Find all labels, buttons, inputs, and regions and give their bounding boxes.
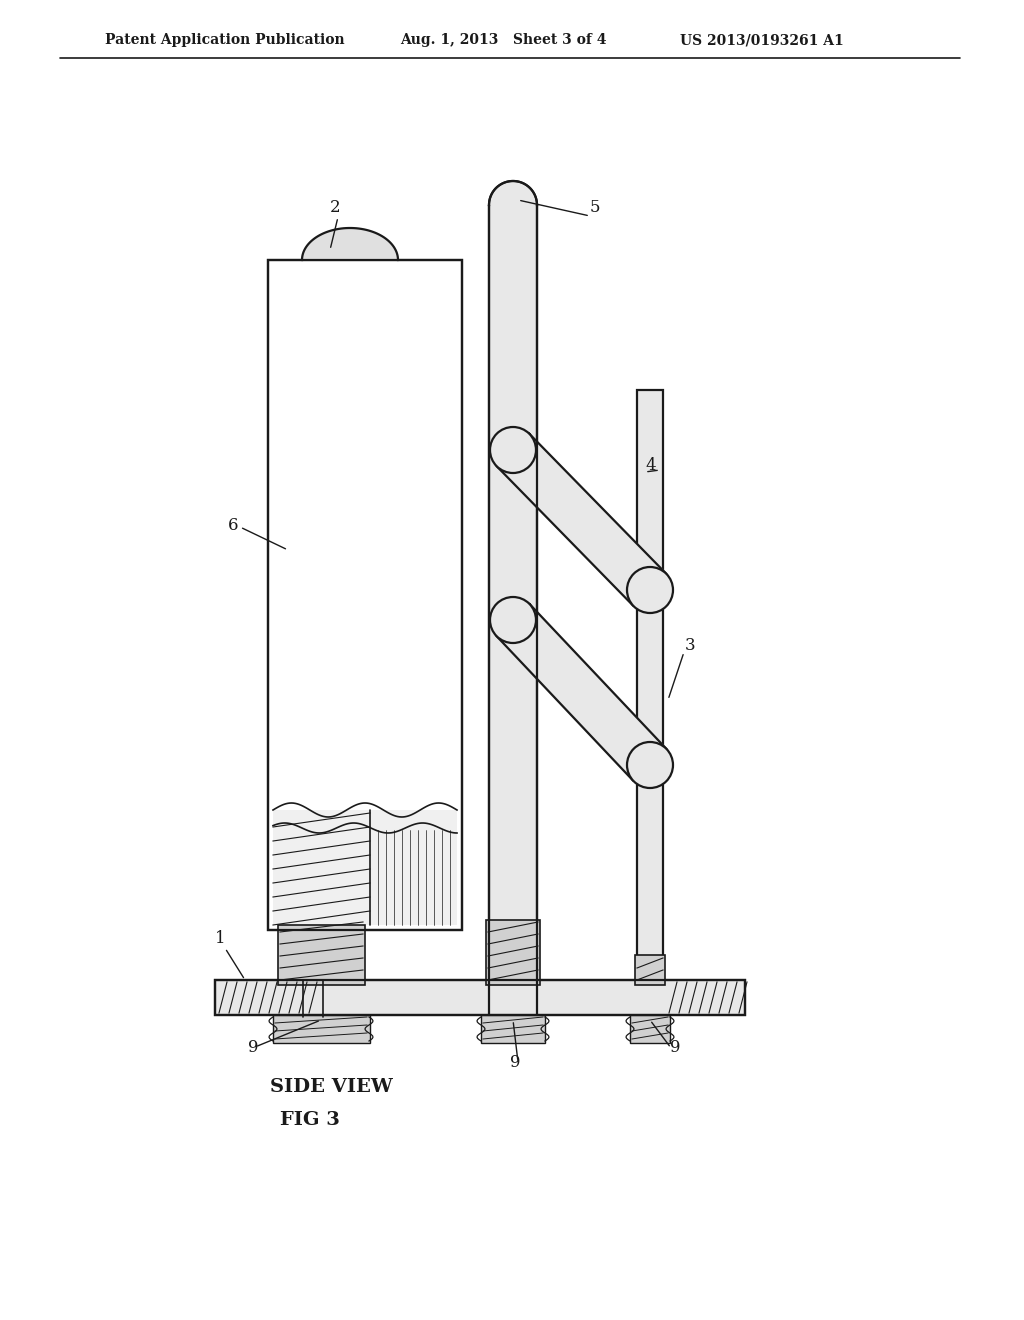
Ellipse shape <box>490 597 536 643</box>
Text: 9: 9 <box>510 1053 520 1071</box>
Polygon shape <box>489 181 537 205</box>
Bar <box>273 1015 370 1043</box>
Bar <box>268 260 462 931</box>
Text: 2: 2 <box>330 199 341 216</box>
Text: 1: 1 <box>215 931 225 946</box>
Text: 6: 6 <box>228 517 239 535</box>
Text: 5: 5 <box>590 199 600 216</box>
Bar <box>637 389 663 1015</box>
Polygon shape <box>302 228 398 260</box>
Bar <box>268 260 462 931</box>
Text: Patent Application Publication: Patent Application Publication <box>105 33 345 48</box>
Bar <box>278 925 365 985</box>
Text: 9: 9 <box>248 1039 258 1056</box>
Text: FIG 3: FIG 3 <box>280 1111 340 1129</box>
Bar <box>489 205 537 1015</box>
Bar <box>215 979 745 1015</box>
Polygon shape <box>497 434 667 606</box>
Text: 4: 4 <box>645 457 655 474</box>
Bar <box>486 920 540 985</box>
Bar <box>481 1015 545 1043</box>
Text: US 2013/0193261 A1: US 2013/0193261 A1 <box>680 33 844 48</box>
Text: 9: 9 <box>670 1039 681 1056</box>
Ellipse shape <box>627 742 673 788</box>
Text: 3: 3 <box>685 638 695 653</box>
Bar <box>273 810 457 925</box>
Bar <box>635 954 665 985</box>
Text: Aug. 1, 2013   Sheet 3 of 4: Aug. 1, 2013 Sheet 3 of 4 <box>400 33 606 48</box>
Polygon shape <box>497 605 667 781</box>
Bar <box>630 1015 670 1043</box>
Ellipse shape <box>490 426 536 473</box>
Text: SIDE VIEW: SIDE VIEW <box>270 1078 393 1096</box>
Ellipse shape <box>627 568 673 612</box>
Bar <box>215 979 745 1015</box>
